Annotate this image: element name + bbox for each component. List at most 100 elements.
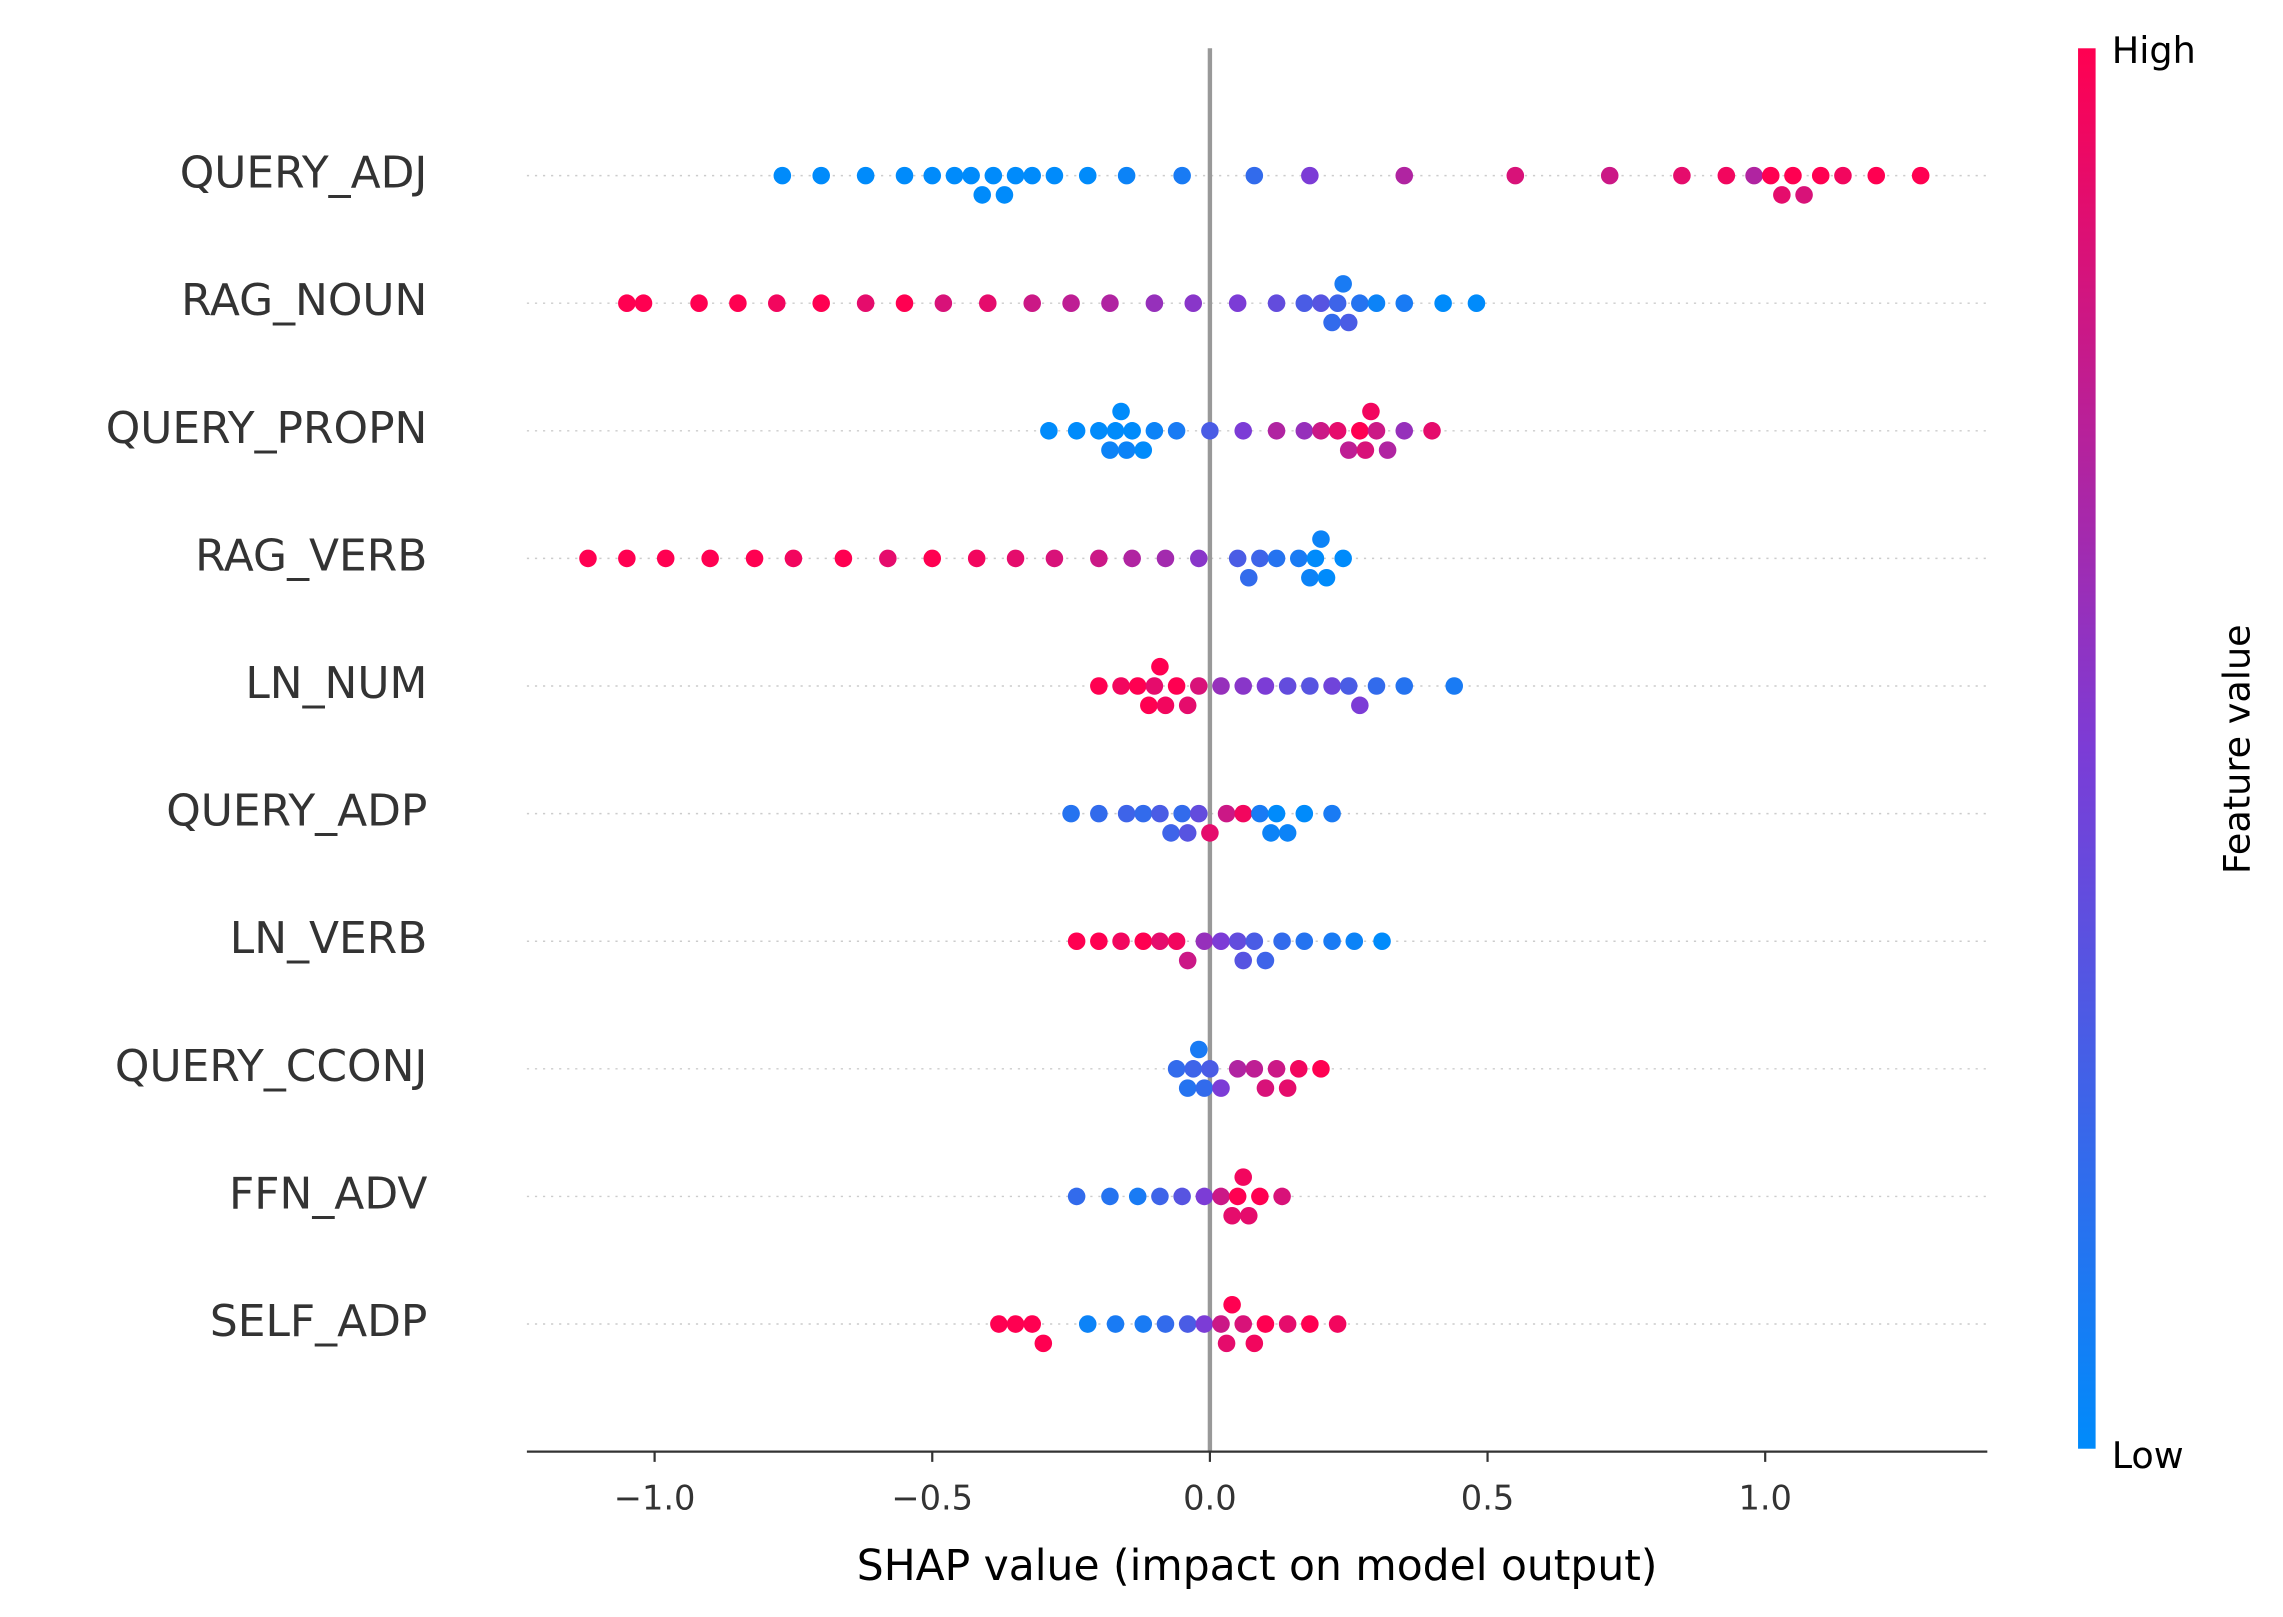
shap-point bbox=[834, 549, 853, 568]
feature-label: QUERY_PROPN bbox=[106, 403, 428, 454]
shap-point bbox=[1761, 166, 1780, 185]
shap-point bbox=[1378, 441, 1397, 459]
shap-point bbox=[1267, 422, 1286, 440]
shap-point bbox=[1245, 166, 1264, 185]
shap-point bbox=[1278, 677, 1297, 695]
shap-point bbox=[1151, 932, 1169, 951]
shap-point bbox=[1267, 294, 1286, 312]
shap-point bbox=[1234, 1168, 1253, 1186]
shap-point bbox=[1267, 549, 1286, 568]
shap-point bbox=[745, 549, 764, 568]
shap-point bbox=[1090, 932, 1108, 951]
shap-point bbox=[1212, 677, 1230, 695]
shap-point bbox=[1078, 166, 1097, 185]
shap-point bbox=[1062, 294, 1080, 312]
shap-point bbox=[1006, 1315, 1025, 1333]
shap-point bbox=[1289, 1060, 1308, 1078]
shap-point bbox=[1090, 422, 1108, 440]
colorbar-title: Feature value bbox=[2216, 624, 2259, 874]
shap-point bbox=[1245, 1334, 1264, 1353]
shap-point bbox=[1234, 804, 1253, 823]
shap-point bbox=[1078, 1315, 1097, 1333]
shap-point bbox=[1256, 1079, 1275, 1097]
shap-point bbox=[1173, 804, 1191, 823]
shap-point bbox=[618, 294, 636, 312]
shap-point bbox=[990, 1315, 1008, 1333]
shap-point bbox=[1117, 166, 1136, 185]
shap-point bbox=[1101, 1187, 1119, 1206]
x-tick-label: 0.5 bbox=[1461, 1478, 1515, 1517]
shap-point bbox=[1323, 313, 1341, 332]
shap-point bbox=[656, 549, 675, 568]
shap-point bbox=[1223, 1206, 1241, 1225]
feature-label: QUERY_ADP bbox=[166, 786, 427, 837]
shap-point bbox=[1367, 422, 1386, 440]
shap-point bbox=[1151, 804, 1169, 823]
shap-point bbox=[1134, 1315, 1153, 1333]
shap-point bbox=[1140, 696, 1158, 715]
shap-point bbox=[812, 294, 830, 312]
shap-point bbox=[1217, 804, 1236, 823]
shap-point bbox=[1328, 1315, 1347, 1333]
shap-point bbox=[1134, 441, 1153, 459]
shap-point bbox=[1256, 1315, 1275, 1333]
shap-point bbox=[1090, 677, 1108, 695]
shap-point bbox=[1267, 1060, 1286, 1078]
shap-point bbox=[1278, 1079, 1297, 1097]
shap-point bbox=[1128, 1187, 1147, 1206]
shap-point bbox=[1045, 549, 1064, 568]
shap-point bbox=[1306, 549, 1325, 568]
shap-point bbox=[1467, 294, 1486, 312]
feature-label: QUERY_CCONJ bbox=[115, 1041, 427, 1092]
shap-point bbox=[1201, 422, 1219, 440]
shap-point bbox=[1112, 677, 1130, 695]
shap-point bbox=[784, 549, 803, 568]
shap-point bbox=[1134, 804, 1153, 823]
shap-point bbox=[1395, 677, 1414, 695]
shap-point bbox=[1062, 804, 1080, 823]
shap-point bbox=[1228, 932, 1247, 951]
shap-point bbox=[1167, 677, 1186, 695]
shap-point bbox=[1128, 677, 1147, 695]
shap-point bbox=[1067, 1187, 1086, 1206]
shap-point bbox=[1167, 932, 1186, 951]
x-axis-label: SHAP value (impact on model output) bbox=[857, 1542, 1658, 1591]
shap-point bbox=[634, 294, 653, 312]
shap-point bbox=[1106, 1315, 1125, 1333]
colorbar bbox=[2078, 48, 2096, 1449]
x-tick-label: −0.5 bbox=[891, 1478, 973, 1517]
shap-point bbox=[1156, 549, 1175, 568]
shap-point bbox=[1395, 422, 1414, 440]
shap-point bbox=[1023, 1315, 1041, 1333]
shap-point bbox=[1239, 568, 1258, 587]
shap-point bbox=[1117, 441, 1136, 459]
shap-point bbox=[1045, 166, 1064, 185]
shap-point bbox=[1162, 824, 1180, 842]
shap-point bbox=[618, 549, 636, 568]
feature-label: QUERY_ADJ bbox=[180, 148, 428, 199]
shap-point bbox=[1312, 422, 1330, 440]
shap-point bbox=[1101, 294, 1119, 312]
shap-point bbox=[1145, 677, 1164, 695]
shap-point bbox=[690, 294, 708, 312]
shap-point bbox=[1123, 422, 1141, 440]
shap-point bbox=[1295, 422, 1314, 440]
shap-point bbox=[1245, 1060, 1264, 1078]
shap-point bbox=[1345, 932, 1364, 951]
shap-point bbox=[1190, 549, 1208, 568]
shap-point bbox=[1351, 696, 1369, 715]
shap-point bbox=[979, 294, 997, 312]
shap-point bbox=[773, 166, 792, 185]
shap-point bbox=[1034, 1334, 1053, 1353]
shap-point bbox=[1006, 166, 1025, 185]
shap-point bbox=[1195, 1079, 1214, 1097]
shap-point bbox=[984, 166, 1003, 185]
shap-point bbox=[1434, 294, 1452, 312]
feature-label: SELF_ADP bbox=[210, 1296, 428, 1347]
shap-point bbox=[1301, 677, 1319, 695]
shap-point bbox=[1223, 1295, 1241, 1314]
shap-point bbox=[1395, 166, 1414, 185]
shap-point bbox=[767, 294, 786, 312]
